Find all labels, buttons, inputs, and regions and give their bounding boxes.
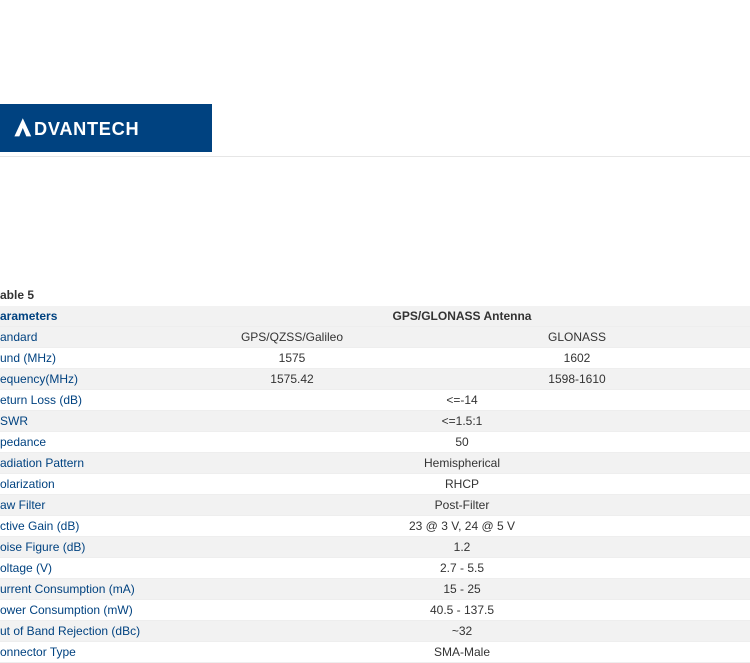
row-param: pedance — [0, 432, 180, 453]
advantech-logo-icon: DVANTECH — [6, 114, 188, 142]
table-row: ctive Gain (dB)23 @ 3 V, 24 @ 5 V — [0, 516, 750, 537]
table-row: andardGPS/QZSS/GalileoGLONASS — [0, 327, 750, 348]
header-divider — [0, 156, 750, 157]
row-value: 1.2 — [180, 537, 750, 558]
row-value: 15 - 25 — [180, 579, 750, 600]
table-header-row: arameters GPS/GLONASS Antenna — [0, 306, 750, 327]
row-param: ut of Band Rejection (dBc) — [0, 621, 180, 642]
row-param: ower Consumption (mW) — [0, 600, 180, 621]
row-value: Hemispherical — [180, 453, 750, 474]
table-row: oise Figure (dB)1.2 — [0, 537, 750, 558]
svg-text:DVANTECH: DVANTECH — [34, 119, 139, 139]
table-row: urrent Consumption (mA)15 - 25 — [0, 579, 750, 600]
row-value: 50 — [180, 432, 750, 453]
table-row: pedance50 — [0, 432, 750, 453]
row-param: oltage (V) — [0, 558, 180, 579]
row-value-col2: 1602 — [410, 348, 750, 369]
row-param: oise Figure (dB) — [0, 537, 180, 558]
header-title: GPS/GLONASS Antenna — [180, 306, 750, 327]
row-param: ctive Gain (dB) — [0, 516, 180, 537]
row-param: andard — [0, 327, 180, 348]
row-param: aw Filter — [0, 495, 180, 516]
row-value-col1: 1575 — [180, 348, 410, 369]
table-row: adiation PatternHemispherical — [0, 453, 750, 474]
row-value: SMA-Male — [180, 642, 750, 663]
row-value-col2: GLONASS — [410, 327, 750, 348]
header-parameters: arameters — [0, 306, 180, 327]
row-value: 23 @ 3 V, 24 @ 5 V — [180, 516, 750, 537]
row-value-col1: GPS/QZSS/Galileo — [180, 327, 410, 348]
spec-table: arameters GPS/GLONASS Antenna andardGPS/… — [0, 306, 750, 663]
table-row: aw FilterPost-Filter — [0, 495, 750, 516]
spec-table-region: able 5 arameters GPS/GLONASS Antenna and… — [0, 288, 750, 663]
row-value: <=1.5:1 — [180, 411, 750, 432]
row-value-col1: 1575.42 — [180, 369, 410, 390]
row-param: und (MHz) — [0, 348, 180, 369]
row-param: equency(MHz) — [0, 369, 180, 390]
row-param: adiation Pattern — [0, 453, 180, 474]
row-value: Post-Filter — [180, 495, 750, 516]
row-value: 40.5 - 137.5 — [180, 600, 750, 621]
table-row: SWR<=1.5:1 — [0, 411, 750, 432]
row-value: <=-14 — [180, 390, 750, 411]
table-row: equency(MHz)1575.421598-1610 — [0, 369, 750, 390]
row-value: ~32 — [180, 621, 750, 642]
table-row: onnector TypeSMA-Male — [0, 642, 750, 663]
row-value-col2: 1598-1610 — [410, 369, 750, 390]
table-row: ower Consumption (mW)40.5 - 137.5 — [0, 600, 750, 621]
row-value: RHCP — [180, 474, 750, 495]
row-param: olarization — [0, 474, 180, 495]
row-value: 2.7 - 5.5 — [180, 558, 750, 579]
row-param: onnector Type — [0, 642, 180, 663]
table-row: ut of Band Rejection (dBc)~32 — [0, 621, 750, 642]
table-row: olarizationRHCP — [0, 474, 750, 495]
row-param: SWR — [0, 411, 180, 432]
table-row: und (MHz)15751602 — [0, 348, 750, 369]
table-caption: able 5 — [0, 288, 750, 306]
table-row: oltage (V)2.7 - 5.5 — [0, 558, 750, 579]
row-param: eturn Loss (dB) — [0, 390, 180, 411]
row-param: urrent Consumption (mA) — [0, 579, 180, 600]
brand-logo: DVANTECH — [0, 104, 212, 152]
table-row: eturn Loss (dB)<=-14 — [0, 390, 750, 411]
